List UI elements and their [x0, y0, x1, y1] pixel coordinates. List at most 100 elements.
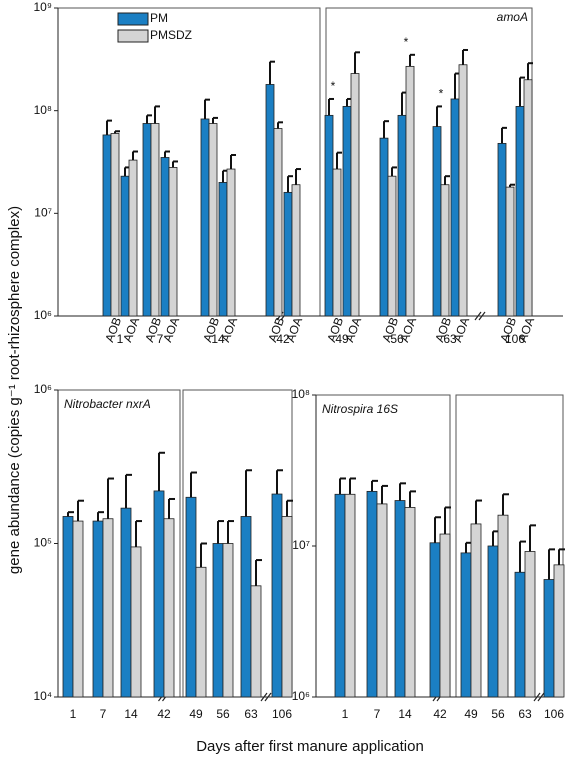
bar [497, 142, 507, 317]
bar [342, 106, 352, 317]
gene-label: AOA [160, 315, 182, 344]
bar [212, 543, 224, 698]
gene-label: AOA [218, 315, 240, 344]
bar [218, 182, 228, 317]
bar [397, 114, 407, 317]
y-tick-label: 10⁶ [34, 308, 52, 322]
bar [208, 123, 218, 317]
bar [271, 493, 283, 698]
gene-label: AOA [342, 315, 364, 344]
legend-label: PMSDZ [150, 28, 192, 42]
bar [72, 520, 84, 698]
bar [222, 543, 234, 698]
bar [404, 507, 416, 698]
x-axis-label: Days after first manure application [196, 738, 424, 755]
day-label: 7 [157, 332, 164, 346]
bar [226, 168, 236, 317]
panel-label: amoA [497, 10, 528, 24]
bar [153, 490, 165, 698]
panel-label: Nitrospira 16S [322, 402, 398, 416]
gene-label: AOA [397, 315, 419, 344]
bar [92, 520, 104, 698]
bar [450, 98, 460, 317]
axis-break [264, 692, 272, 702]
bar [250, 585, 262, 698]
day-label: 42 [157, 707, 171, 721]
significance: * [439, 87, 444, 101]
day-label: 1 [117, 332, 124, 346]
y-tick-label: 10⁶ [34, 382, 52, 396]
bar [142, 123, 152, 317]
bar [366, 490, 378, 698]
bar [102, 134, 112, 317]
day-label: 49 [189, 707, 203, 721]
bar [150, 123, 160, 317]
bar [470, 523, 482, 698]
bar [543, 579, 555, 698]
bar [505, 186, 515, 317]
bar [458, 64, 468, 317]
y-tick-label: 10⁷ [34, 206, 52, 220]
bar [240, 516, 252, 698]
day-label: 42 [433, 707, 447, 721]
day-label: 1 [70, 707, 77, 721]
day-label: 7 [374, 707, 381, 721]
day-label: 49 [464, 707, 478, 721]
gene-label: AOA [120, 315, 142, 344]
bar [387, 175, 397, 317]
bar [515, 106, 525, 317]
bar [405, 65, 415, 317]
significance: * [404, 35, 409, 49]
bar [163, 518, 175, 698]
y-axis-label: gene abundance (copies g⁻¹ root-rhizosph… [6, 206, 23, 574]
bar [324, 114, 334, 317]
day-label: 56 [390, 332, 404, 346]
bar [394, 500, 406, 698]
day-label: 14 [124, 707, 138, 721]
day-label: 42 [276, 332, 290, 346]
day-label: 14 [398, 707, 412, 721]
day-label: 106 [505, 332, 525, 346]
axis-break [260, 692, 268, 702]
y-tick-label: 10⁹ [34, 0, 53, 14]
bar [429, 542, 441, 698]
gene-label: AOA [450, 315, 472, 344]
legend-label: PM [150, 11, 168, 25]
bar [200, 118, 210, 317]
day-label: 63 [244, 707, 258, 721]
day-label: 56 [491, 707, 505, 721]
day-label: 106 [544, 707, 564, 721]
y-tick-label: 10⁶ [292, 689, 310, 703]
legend-swatch [117, 12, 149, 26]
bar [102, 518, 114, 698]
bar [514, 571, 526, 698]
gene-label: AOA [283, 315, 305, 344]
bar [283, 191, 293, 317]
bar [487, 545, 499, 698]
day-label: 63 [443, 332, 457, 346]
bar [332, 168, 342, 317]
gene-label: AOA [515, 315, 537, 344]
bar [273, 128, 283, 317]
day-label: 56 [216, 707, 230, 721]
bar [281, 516, 293, 698]
axis-break [474, 311, 482, 321]
bar [185, 496, 197, 698]
axis-break [478, 311, 486, 321]
y-tick-label: 10⁸ [34, 103, 52, 117]
bar [110, 133, 120, 317]
bar [168, 167, 178, 317]
bar [265, 84, 275, 317]
y-tick-label: 10⁷ [292, 538, 310, 552]
bar [524, 551, 536, 698]
panel-label: Nitrobacter nxrA [64, 397, 151, 411]
bar [291, 184, 301, 317]
bar [439, 533, 451, 698]
bar [195, 566, 207, 698]
day-label: 1 [342, 707, 349, 721]
y-tick-label: 10⁸ [292, 387, 310, 401]
axis-break [537, 692, 545, 702]
y-tick-label: 10⁴ [33, 689, 52, 703]
bar [460, 552, 472, 698]
